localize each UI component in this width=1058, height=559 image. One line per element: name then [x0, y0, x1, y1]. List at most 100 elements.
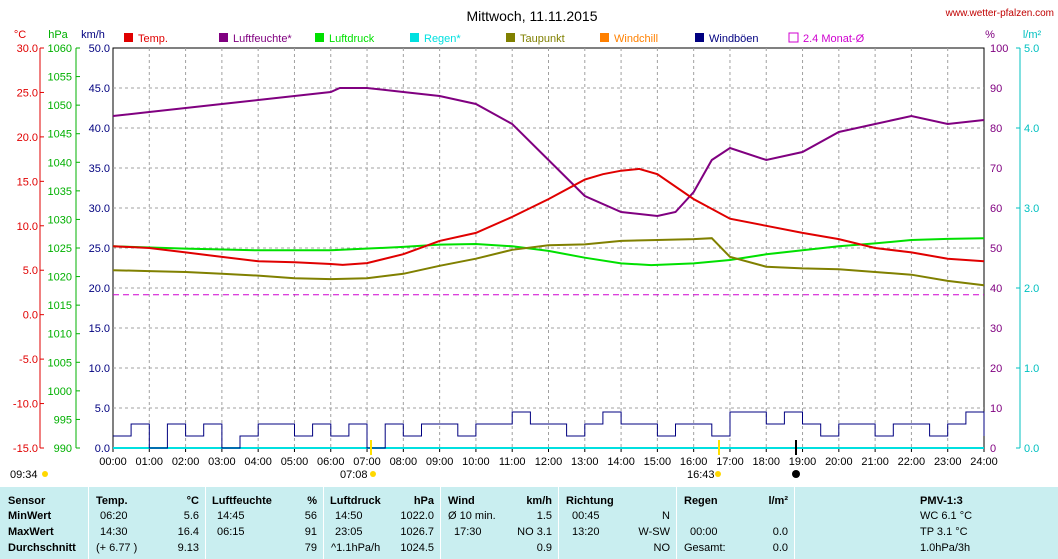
legend-label: Luftdruck	[329, 33, 375, 45]
sun-marker-label: 07:08	[340, 469, 368, 481]
pressure-tick-label: 1045	[48, 129, 72, 141]
stats-col-humidity: Luftfeuchte % 14:45 56 06:15 91 79	[205, 487, 324, 559]
dir-dominant: NO	[653, 542, 671, 554]
wind-tick-label: 45.0	[89, 83, 110, 95]
series-luftfeuchte-	[112, 87, 985, 218]
temp-tick-label: 15.0	[17, 176, 38, 188]
series-taupunkt	[112, 237, 985, 287]
time-tick-label: 09:00	[426, 456, 454, 468]
row-label-avg: Durchschnitt	[8, 542, 76, 554]
rain-total-label: Gesamt:	[684, 542, 726, 554]
stats-header-rain: Regen	[684, 495, 718, 507]
sun-marker-label: 16:43	[687, 469, 715, 481]
time-tick-label: 14:00	[607, 456, 635, 468]
statistics-table: Sensor MinWert MaxWert Durchschnitt Temp…	[0, 487, 1058, 559]
sunset-icon	[715, 471, 721, 477]
legend-swatch	[695, 33, 704, 42]
time-tick-label: 16:00	[680, 456, 708, 468]
stats-header-pmv: PMV-1:3	[920, 495, 963, 507]
stats-header-rain-unit: l/m²	[768, 495, 788, 507]
temp-tick-label: -5.0	[19, 354, 38, 366]
stats-header-humidity-unit: %	[307, 495, 317, 507]
stats-header-temp: Temp.	[96, 495, 128, 507]
wind-avg10-value: 1.5	[536, 510, 552, 522]
humidity-tick-label: 80	[990, 123, 1002, 135]
humidity-tick-label: 100	[990, 43, 1008, 55]
time-tick-label: 01:00	[136, 456, 164, 468]
time-tick-label: 18:00	[752, 456, 780, 468]
humidity-tick-label: 20	[990, 363, 1002, 375]
temp-tick-label: 20.0	[17, 132, 38, 144]
stats-col-temp: Temp. °C 06:20 5.6 14:30 16.4 (+ 6.77 ) …	[88, 487, 206, 559]
pressure-tick-label: 1010	[48, 329, 72, 341]
rain-max-value: 0.0	[772, 526, 788, 538]
stats-header-pressure: Luftdruck	[330, 495, 381, 507]
pressure-tick-label: 1020	[48, 272, 72, 284]
weather-chart: Mittwoch, 11.11.2015 www.wetter-pfalzen.…	[10, 8, 1054, 481]
stats-col-rain: Regen l/m² 00:00 0.0 Gesamt: 0.0	[676, 487, 795, 559]
rain-unit-label: l/m²	[1023, 29, 1042, 41]
stats-col-pressure: Luftdruck hPa 14:50 1022.0 23:05 1026.7 …	[323, 487, 441, 559]
chart-legend: Temp. Luftfeuchte* Luftdruck Regen* Taupunkt…	[124, 32, 865, 45]
sun-marker-label: 09:34	[10, 469, 38, 481]
time-tick-label: 00:00	[99, 456, 127, 468]
chart-grid	[112, 47, 985, 449]
wind-tick-label: 35.0	[89, 163, 110, 175]
hum-max-value: 91	[304, 526, 317, 538]
stats-col-sensor: Sensor MinWert MaxWert Durchschnitt	[0, 487, 89, 559]
temp-tick-label: 30.0	[17, 43, 38, 55]
press-max-value: 1026.7	[400, 526, 434, 538]
pmv-windchill: WC 6.1 °C	[920, 510, 973, 522]
temp-min-time: 06:20	[100, 510, 128, 522]
hum-min-time: 14:45	[217, 510, 245, 522]
wind-max-value: NO 3.1	[517, 526, 552, 538]
rain-tick-label: 4.0	[1024, 123, 1039, 135]
rain-tick-label: 1.0	[1024, 363, 1039, 375]
temp-tick-label: 0.0	[23, 310, 38, 322]
wind-unit-label: km/h	[81, 29, 105, 41]
pressure-tick-label: 1030	[48, 214, 72, 226]
wind-tick-label: 10.0	[89, 363, 110, 375]
site-link[interactable]: www.wetter-pfalzen.com	[945, 8, 1054, 19]
legend-swatch	[124, 33, 133, 42]
pressure-tick-label: 995	[54, 414, 72, 426]
temp-tick-label: -10.0	[13, 399, 38, 411]
legend-label: Windböen	[709, 33, 759, 45]
temp-tick-label: 5.0	[23, 265, 38, 277]
legend-label: Taupunkt	[520, 33, 565, 45]
humidity-tick-label: 10	[990, 403, 1002, 415]
humidity-tick-label: 0	[990, 443, 996, 455]
time-tick-label: 22:00	[898, 456, 926, 468]
pressure-tick-label: 1055	[48, 72, 72, 84]
wind-tick-label: 25.0	[89, 243, 110, 255]
pmv-dewpoint: TP 3.1 °C	[920, 526, 968, 538]
sunrise-icon	[370, 471, 376, 477]
wind-daily-avg: 0.9	[536, 542, 552, 554]
wind-tick-label: 15.0	[89, 323, 110, 335]
pressure-tick-label: 1025	[48, 243, 72, 255]
temp-max-value: 16.4	[177, 526, 199, 538]
pressure-tick-label: 1050	[48, 100, 72, 112]
wind-avg-label: Ø 10 min.	[448, 510, 496, 522]
time-tick-label: 23:00	[934, 456, 962, 468]
temp-max-time: 14:30	[100, 526, 128, 538]
temp-tick-label: 25.0	[17, 87, 38, 99]
humidity-tick-label: 30	[990, 323, 1002, 335]
time-tick-label: 15:00	[644, 456, 672, 468]
row-label-max: MaxWert	[8, 526, 54, 538]
legend-label: 2.4 Monat-Ø	[803, 33, 865, 45]
time-tick-label: 12:00	[535, 456, 563, 468]
humidity-tick-label: 90	[990, 83, 1002, 95]
dir-min-time: 00:45	[572, 510, 600, 522]
time-tick-label: 11:00	[499, 456, 526, 468]
time-tick-label: 02:00	[172, 456, 200, 468]
humidity-tick-label: 70	[990, 163, 1002, 175]
temp-unit-label: °C	[14, 29, 26, 41]
legend-swatch	[219, 33, 228, 42]
legend-label: Regen*	[424, 33, 461, 45]
series-windb-en	[113, 411, 985, 449]
legend-label: Windchill	[614, 33, 658, 45]
time-tick-label: 06:00	[317, 456, 345, 468]
pmv-pressure-trend: 1.0hPa/3h	[920, 542, 971, 554]
stats-header-pressure-unit: hPa	[413, 495, 434, 507]
